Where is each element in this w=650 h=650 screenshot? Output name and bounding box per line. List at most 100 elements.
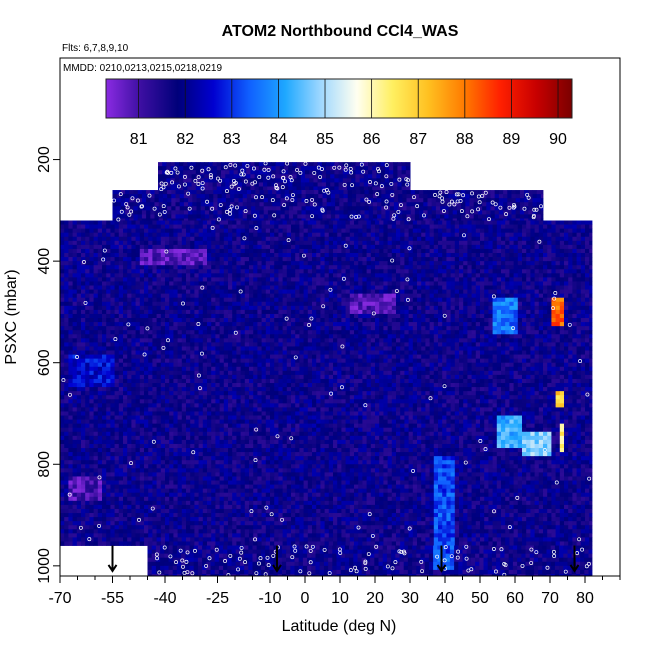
heatmap-cell (102, 269, 107, 274)
heatmap-cell (303, 232, 309, 238)
heatmap-cell (64, 240, 69, 246)
heatmap-cell (408, 277, 414, 282)
heatmap-cell (114, 281, 120, 286)
heatmap-cell (280, 210, 286, 215)
heatmap-cell (559, 253, 565, 258)
heatmap-cell (198, 220, 204, 225)
heatmap-cell (265, 322, 271, 327)
heatmap-cell (118, 285, 124, 290)
heatmap-cell (305, 194, 311, 199)
heatmap-cell (530, 326, 535, 331)
heatmap-cell (446, 297, 451, 303)
heatmap-cell (211, 313, 216, 319)
heatmap-cell (152, 281, 157, 286)
heatmap-cell (366, 248, 372, 254)
heatmap-cell (530, 265, 535, 270)
heatmap-cell (102, 313, 107, 319)
heatmap-cell (282, 273, 288, 278)
heatmap-cell (240, 277, 246, 282)
heatmap-cell (179, 202, 185, 207)
heatmap-cell (370, 265, 376, 270)
heatmap-cell (158, 186, 163, 191)
heatmap-cell (60, 253, 65, 258)
heatmap-cell (137, 190, 143, 195)
heatmap-cell (60, 285, 65, 290)
heatmap-cell (454, 228, 460, 234)
heatmap-cell (345, 269, 351, 274)
heatmap-cell (190, 281, 195, 286)
heatmap-cell (538, 322, 544, 327)
heatmap-cell (303, 293, 309, 299)
heatmap-cell (438, 289, 443, 295)
heatmap-cell (404, 297, 409, 303)
heatmap-cell (530, 318, 535, 323)
heatmap-cell (160, 277, 166, 282)
heatmap-cell (106, 305, 111, 311)
heatmap-cell (177, 248, 183, 254)
heatmap-cell (396, 248, 401, 254)
heatmap-cell (141, 206, 147, 211)
heatmap-cell (284, 182, 289, 187)
heatmap-cell (162, 162, 167, 167)
heatmap-cell (359, 162, 365, 167)
heatmap-cell (438, 313, 443, 319)
heatmap-cell (68, 228, 73, 234)
heatmap-cell (349, 305, 355, 311)
heatmap-cell (429, 289, 435, 295)
heatmap-cell (475, 248, 481, 254)
heatmap-cell (68, 326, 73, 331)
heatmap-cell (253, 322, 258, 327)
heatmap-cell (555, 236, 561, 242)
heatmap-cell (250, 174, 255, 179)
heatmap-cell (286, 313, 292, 319)
heatmap-cell (68, 224, 73, 230)
heatmap-cell (463, 285, 468, 290)
heatmap-cell (551, 326, 556, 331)
heatmap-cell (190, 228, 195, 234)
heatmap-cell (337, 297, 342, 303)
heatmap-cell (543, 257, 548, 262)
heatmap-cell (190, 330, 195, 335)
heatmap-cell (72, 293, 78, 299)
heatmap-cell (572, 305, 577, 311)
heatmap-cell (509, 257, 514, 262)
heatmap-cell (450, 269, 456, 274)
heatmap-cell (391, 305, 397, 311)
heatmap-cell (333, 277, 338, 282)
heatmap-cell (123, 281, 128, 286)
heatmap-cell (438, 244, 443, 250)
heatmap-cell (198, 236, 204, 242)
heatmap-cell (322, 214, 328, 219)
heatmap-cell (507, 218, 512, 221)
heatmap-cell (127, 285, 132, 290)
heatmap-cell (198, 297, 204, 303)
heatmap-cell (534, 236, 540, 242)
heatmap-cell (524, 214, 529, 219)
heatmap-cell (237, 178, 243, 183)
heatmap-cell (282, 281, 288, 286)
heatmap-cell (490, 190, 496, 195)
heatmap-cell (450, 248, 456, 254)
heatmap-cell (528, 194, 533, 199)
heatmap-cell (305, 174, 310, 179)
heatmap-cell (433, 261, 439, 266)
heatmap-cell (60, 236, 65, 242)
heatmap-cell (173, 334, 178, 339)
heatmap-cell (299, 261, 304, 266)
heatmap-cell (433, 301, 439, 307)
heatmap-cell (236, 318, 241, 323)
heatmap-cell (131, 228, 136, 234)
heatmap-cell (564, 281, 569, 286)
heatmap-cell (366, 309, 372, 315)
heatmap-cell (228, 326, 233, 331)
heatmap-cell (446, 285, 451, 290)
heatmap-cell (174, 170, 180, 175)
heatmap-cell (110, 289, 115, 295)
heatmap-cell (459, 289, 464, 295)
heatmap-cell (589, 289, 593, 295)
heatmap-cell (555, 334, 561, 339)
heatmap-cell (559, 236, 565, 242)
heatmap-cell (377, 206, 382, 211)
heatmap-cell (375, 220, 380, 225)
heatmap-cell (165, 285, 170, 290)
